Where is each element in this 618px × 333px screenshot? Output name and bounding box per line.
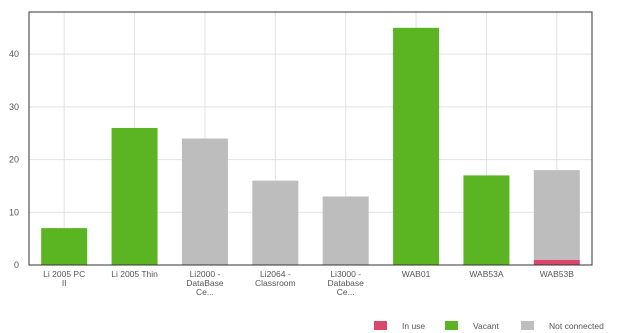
legend-swatch[interactable] [445, 321, 458, 330]
bar-vacant[interactable] [41, 228, 88, 265]
y-tick-label: 40 [9, 49, 19, 59]
y-tick-label: 30 [9, 102, 19, 112]
bar-not-connected[interactable] [181, 138, 228, 266]
y-axis-ticks: 0 10 20 30 40 [9, 49, 19, 270]
plot-frame [28, 11, 593, 266]
bar-not-connected[interactable] [533, 170, 580, 260]
legend-label[interactable]: In use [402, 321, 425, 331]
legend-label[interactable]: Vacant [473, 321, 499, 331]
bar-not-connected[interactable] [252, 180, 299, 265]
bar-not-connected[interactable] [322, 196, 369, 265]
x-tick-label: Li2000 -DataBase Ce... [186, 269, 224, 297]
x-tick-label: Li3000 -Database Ce... [327, 269, 364, 297]
legend-swatch[interactable] [374, 321, 387, 330]
legend: In use Vacant Not connected [374, 321, 604, 331]
x-axis-labels: Li 2005 PC II Li 2005 Thin Li2000 -DataBase… [43, 269, 574, 297]
bar-vacant[interactable] [111, 127, 158, 265]
x-tick-label: Li 2005 PC II [43, 269, 85, 288]
legend-swatch[interactable] [521, 321, 534, 330]
x-tick-label: Li 2005 Thin [111, 269, 158, 279]
x-tick-label: WAB01 [402, 269, 431, 279]
bars [41, 27, 580, 266]
bar-in-use[interactable] [533, 259, 580, 265]
x-tick-label: WAB53B [540, 269, 575, 279]
legend-label[interactable]: Not connected [549, 321, 604, 331]
x-tick-label: WAB53A [469, 269, 504, 279]
bar-vacant[interactable] [463, 175, 510, 265]
y-tick-label: 10 [9, 207, 19, 217]
y-tick-label: 0 [14, 260, 19, 270]
x-tick-label: Li2064 -Classroom [255, 269, 296, 288]
bar-vacant[interactable] [393, 27, 440, 265]
y-tick-label: 20 [9, 155, 19, 165]
